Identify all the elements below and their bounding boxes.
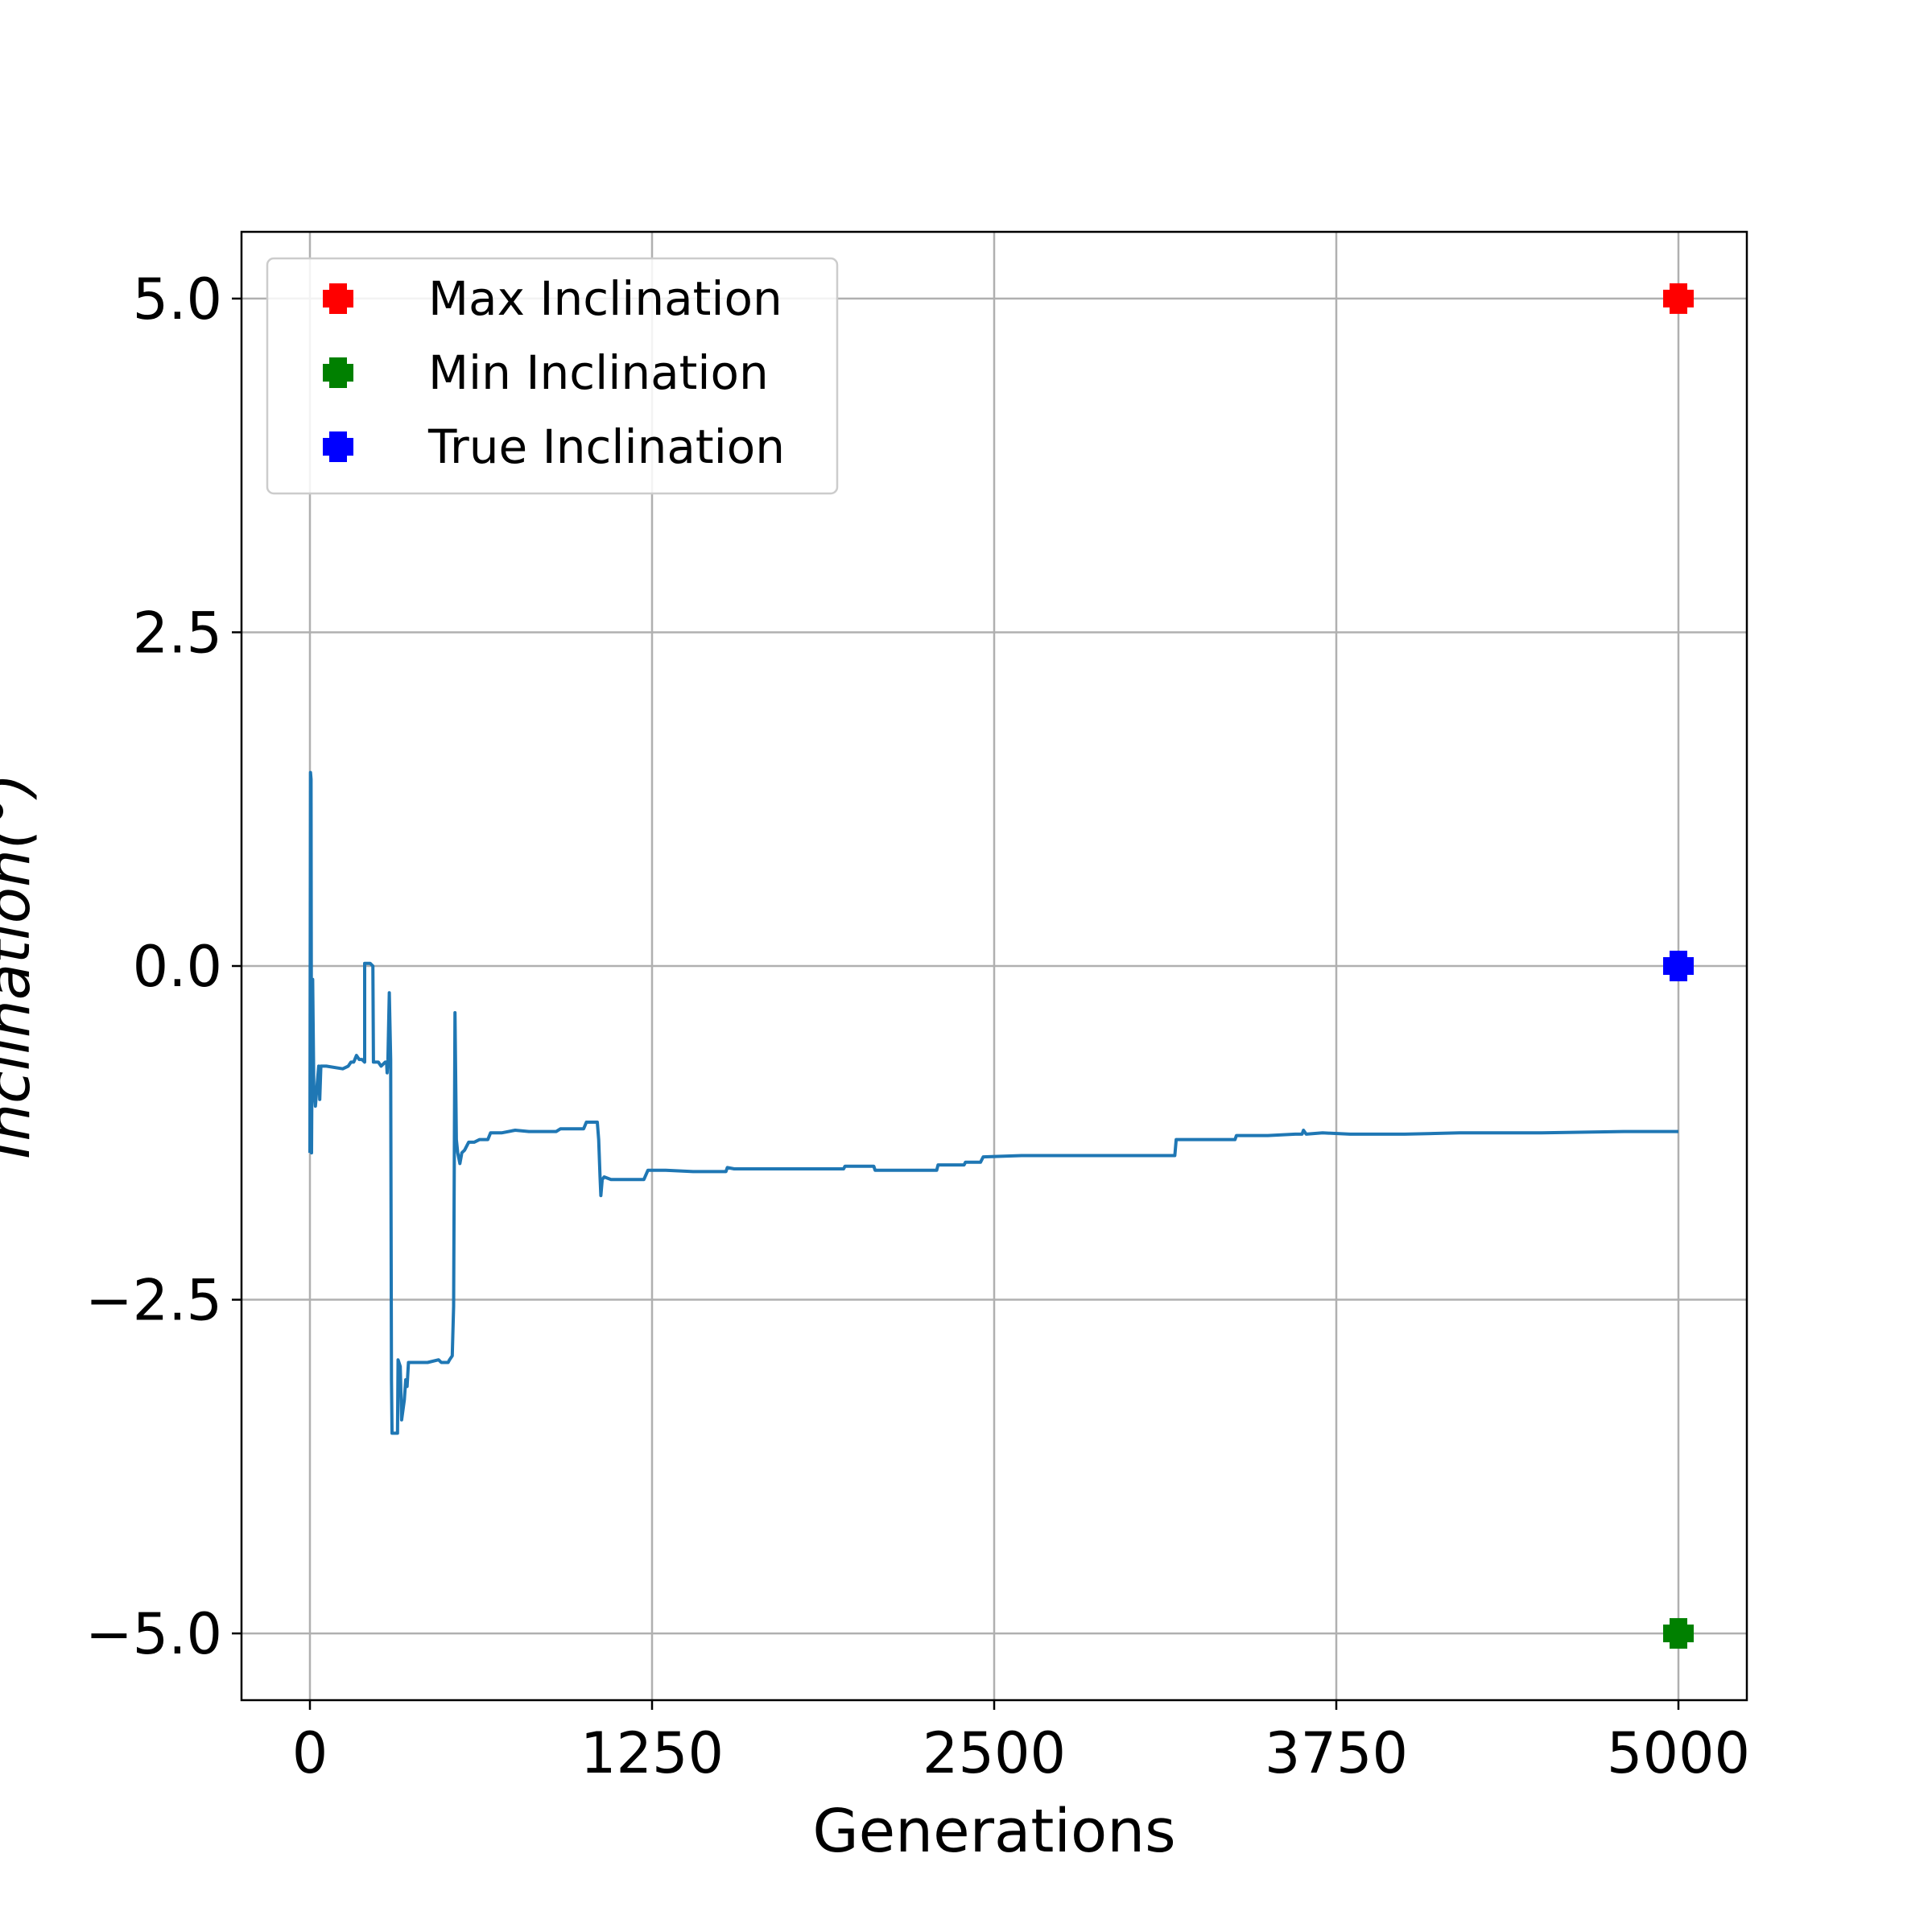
legend-label: Min Inclination bbox=[428, 345, 769, 400]
inclination-line bbox=[308, 770, 1678, 1435]
grid bbox=[242, 232, 1747, 1700]
x-tick-label: 0 bbox=[292, 1720, 328, 1786]
max-inclination-marker bbox=[1663, 283, 1694, 314]
legend-label: True Inclination bbox=[427, 419, 785, 474]
legend-entry: True Inclination bbox=[323, 419, 785, 474]
true-inclination-marker bbox=[1663, 951, 1694, 981]
legend-marker bbox=[323, 357, 353, 388]
legend-box bbox=[266, 257, 839, 495]
y-tick-label: −5.0 bbox=[85, 1601, 222, 1667]
x-tick-label: 5000 bbox=[1607, 1720, 1750, 1786]
y-axis-label: Inclination(°) bbox=[0, 773, 43, 1158]
min-inclination-marker bbox=[1663, 1618, 1694, 1649]
x-tick-label: 3750 bbox=[1265, 1720, 1408, 1786]
x-tick-label: 2500 bbox=[923, 1720, 1066, 1786]
x-tick-label: 1250 bbox=[580, 1720, 724, 1786]
y-tick-label: −2.5 bbox=[85, 1268, 222, 1334]
legend-entry: Max Inclination bbox=[323, 271, 782, 326]
y-tick-label: 0.0 bbox=[133, 934, 222, 1000]
y-tick-label: 5.0 bbox=[133, 266, 222, 332]
legend: Max Inclination Min Inclination True Incli… bbox=[266, 257, 839, 495]
legend-marker bbox=[323, 431, 353, 462]
plot-series bbox=[308, 283, 1694, 1649]
x-axis-label: Generations bbox=[812, 1797, 1175, 1866]
legend-entry: Min Inclination bbox=[323, 345, 769, 400]
legend-marker bbox=[323, 283, 353, 314]
y-tick-label: 2.5 bbox=[133, 600, 222, 666]
ticks: 0 1250 2500 3750 5000 −5.0 −2.5 0.0 2.5 5.0 bbox=[85, 266, 1750, 1786]
legend-label: Max Inclination bbox=[428, 271, 782, 326]
